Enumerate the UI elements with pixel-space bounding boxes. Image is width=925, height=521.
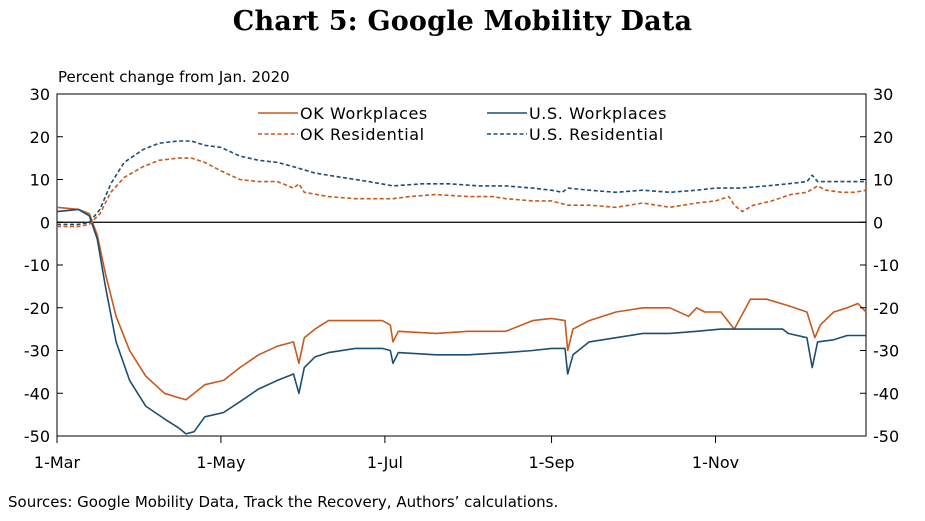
y-tick-label-left: -20 [24, 299, 50, 318]
legend-label: OK Workplaces [300, 104, 428, 123]
y-tick-label-left: 0 [40, 213, 50, 232]
legend: OK Workplaces U.S. Workplaces OK Residenti… [258, 104, 667, 144]
plot-frame-group [56, 93, 867, 437]
y-tick-label-left: 20 [30, 128, 50, 147]
x-tick-label: 1-Mar [34, 453, 81, 472]
y-tick-label-right: -50 [873, 427, 899, 446]
y-tick-label-left: -50 [24, 427, 50, 446]
y-tick-label-left: 10 [30, 171, 50, 190]
legend-label: U.S. Workplaces [529, 104, 667, 123]
y-axis-label: Percent change from Jan. 2020 [58, 68, 290, 86]
source-note: Sources: Google Mobility Data, Track the… [8, 493, 559, 511]
y-tick-label-left: -40 [24, 384, 50, 403]
x-tick-label: 1-Sep [528, 453, 574, 472]
legend-label: OK Residential [300, 125, 425, 144]
y-tick-label-right: 10 [873, 171, 893, 190]
y-tick-label-left: -10 [24, 256, 50, 275]
chart-title: Chart 5: Google Mobility Data [232, 6, 693, 37]
y-tick-label-right: -30 [873, 342, 899, 361]
series-group [56, 140, 867, 435]
x-tick-label: 1-Jul [367, 453, 403, 472]
y-tick-label-right: 30 [873, 85, 893, 104]
y-tick-label-right: -10 [873, 256, 899, 275]
series-line-u-s-residential [57, 140, 866, 226]
series-line-ok-workplaces [56, 206, 867, 401]
x-tick-label: 1-Nov [692, 453, 739, 472]
y-tick-label-left: 30 [30, 85, 50, 104]
y-tick-label-right: 20 [873, 128, 893, 147]
axis-group: 30 30 20 20 10 10 0 0 -10 -10 -20 -20 -30 -30 -40 -40 -5… [24, 85, 899, 472]
plot-area-border [56, 93, 867, 437]
x-tick-label: 1-May [196, 453, 245, 472]
y-tick-label-right: -20 [873, 299, 899, 318]
legend-label: U.S. Residential [529, 125, 664, 144]
y-tick-label-right: 0 [873, 213, 883, 232]
y-tick-label-left: -30 [24, 342, 50, 361]
y-tick-label-right: -40 [873, 384, 899, 403]
series-line-u-s-workplaces [56, 208, 866, 435]
series-line-ok-residential [57, 157, 867, 228]
